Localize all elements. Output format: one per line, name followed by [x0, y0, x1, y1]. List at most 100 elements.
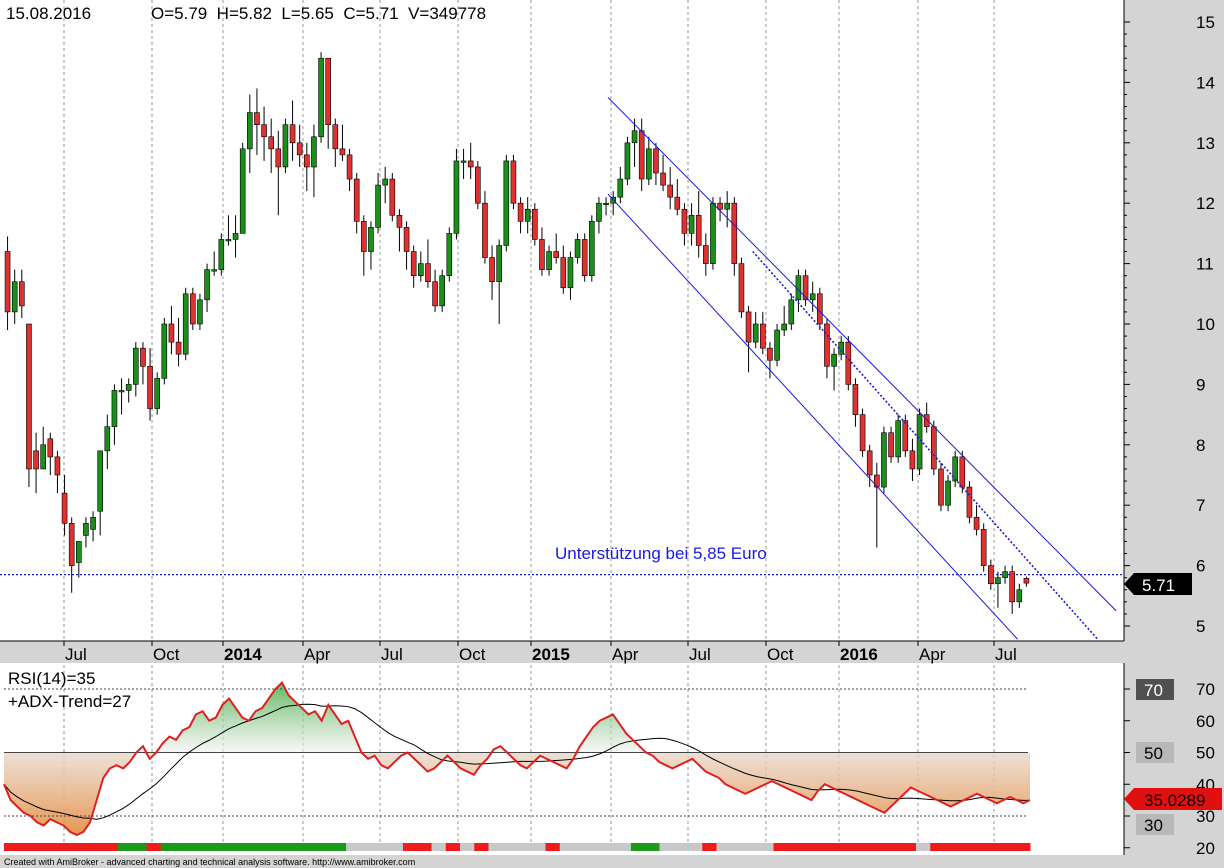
rsi-oversold-fill	[4, 752, 1030, 836]
grid-lines	[0, 0, 1124, 843]
trend-bar-segment-16	[232, 843, 247, 851]
date-tick-label-11: Apr	[919, 645, 946, 664]
footer-text: Created with AmiBroker - advanced charti…	[4, 857, 415, 867]
price-axis: 5 6 7 8 9 10 11 12 13 14 15	[1123, 0, 1215, 641]
trend-bar-segment-21	[303, 843, 318, 851]
candle-body-7	[54, 456, 61, 476]
trend-bar-segment-13	[189, 843, 204, 851]
candle-body-62	[446, 233, 453, 276]
candle-body-115	[824, 323, 830, 367]
rsi-panel	[3, 681, 1031, 837]
trend-bar-segment-48	[688, 843, 703, 851]
trend-bar-segment-30	[431, 843, 447, 851]
candle-body-67	[482, 202, 488, 258]
trend-bar-segment-52	[745, 843, 760, 851]
candle-body-82	[589, 221, 595, 276]
price-tick-label-9: 14	[1196, 73, 1215, 92]
candle-body-102	[731, 202, 738, 264]
candle-body-88	[631, 130, 638, 144]
candle-body-42	[304, 154, 310, 168]
candle-body-74	[532, 208, 538, 240]
candle-body-65	[467, 160, 474, 168]
trend-bar-segment-31	[445, 843, 461, 851]
candle-body-14	[104, 426, 111, 452]
candle-body-108	[774, 329, 780, 361]
candle-body-1	[11, 281, 18, 313]
candle-body-35	[254, 112, 260, 125]
trend-bar-segment-43	[616, 843, 632, 851]
trend-bar-segment-66	[944, 843, 960, 851]
trend-bar-segment-18	[260, 843, 276, 851]
candle-body-110	[788, 299, 795, 325]
candle-body-24	[175, 341, 182, 355]
candle-body-107	[767, 347, 773, 361]
candle-body-51	[368, 227, 374, 252]
date-tick-label-4: Jul	[381, 645, 403, 664]
candle-body-104	[745, 311, 752, 343]
trend-bar-segment-29	[417, 843, 432, 851]
trend-bar-segment-40	[574, 843, 589, 851]
trend-bar-segment-17	[246, 843, 261, 851]
trend-bar-segment-2	[32, 843, 48, 851]
trend-bar-segment-37	[531, 843, 546, 851]
candle-body-66	[475, 166, 481, 204]
trend-bar-segment-22	[317, 843, 333, 851]
trend-bar-segment-67	[958, 843, 974, 851]
candle-body-21	[154, 378, 160, 409]
trend-bar-segment-65	[930, 843, 945, 851]
candle-body-80	[574, 239, 581, 258]
candle-body-27	[197, 299, 203, 325]
candle-body-60	[432, 281, 438, 307]
candle-body-79	[567, 257, 574, 289]
candle-body-118	[845, 341, 852, 385]
trend-bar-segment-9	[132, 843, 147, 851]
trend-bar-segment-28	[403, 843, 418, 851]
trend-bar-segment-26	[374, 843, 390, 851]
price-tick-label-3: 8	[1196, 436, 1205, 455]
date-tick-label-0: Jul	[65, 645, 87, 664]
candle-body-103	[738, 263, 745, 313]
candle-body-138	[988, 565, 994, 585]
candle-body-95	[681, 208, 688, 234]
rsi-band-70-label: 70	[1144, 681, 1163, 700]
candle-body-98	[703, 245, 709, 264]
candle-body-101	[724, 202, 730, 210]
price-tick-label-8: 13	[1196, 134, 1215, 153]
candle-body-43	[311, 136, 317, 168]
candle-body-72	[517, 202, 524, 222]
rsi-tick-label-1: 30	[1196, 807, 1215, 826]
candle-body-109	[781, 323, 787, 331]
candle-body-56	[403, 227, 410, 252]
trend-bar-segment-68	[973, 843, 988, 851]
candle-body-124	[888, 432, 894, 458]
price-tick-label-2: 7	[1196, 496, 1205, 515]
candle-body-12	[90, 516, 96, 530]
trend-bar-segment-41	[588, 843, 603, 851]
date-tick-label-2: 2014	[224, 645, 262, 664]
date-tick-label-3: Apr	[304, 645, 331, 664]
header-date: 15.08.2016	[6, 4, 91, 23]
candle-body-122	[874, 474, 880, 488]
candle-body-81	[581, 239, 588, 276]
trend-bar-segment-47	[673, 843, 689, 851]
candle-body-132	[945, 480, 951, 506]
candle-body-94	[674, 196, 681, 210]
trend-bar-segment-49	[702, 843, 717, 851]
candle-body-3	[26, 323, 32, 470]
trend-bar-segment-5	[75, 843, 90, 851]
candle-body-31	[225, 239, 232, 242]
candle-body-18	[133, 347, 139, 385]
trend-bar-segment-34	[488, 843, 504, 851]
price-tick-label-10: 15	[1196, 13, 1215, 32]
date-tick-label-7: Apr	[612, 645, 639, 664]
candle-body-25	[182, 293, 189, 355]
trend-bar-segment-0	[4, 843, 19, 851]
trend-bar-segment-53	[759, 843, 774, 851]
trend-bar-segment-60	[859, 843, 874, 851]
candle-body-30	[218, 239, 225, 270]
candle-body-58	[418, 263, 424, 276]
trend-bar-segment-39	[559, 843, 575, 851]
candle-body-0	[4, 251, 11, 313]
candle-body-113	[809, 293, 816, 301]
candle-body-46	[332, 124, 339, 150]
